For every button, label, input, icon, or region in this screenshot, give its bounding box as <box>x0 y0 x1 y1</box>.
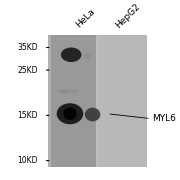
Text: HeLa: HeLa <box>74 7 97 30</box>
Ellipse shape <box>63 107 77 120</box>
Text: 10KD: 10KD <box>17 156 38 165</box>
Text: 15KD: 15KD <box>17 111 38 120</box>
Bar <box>51 35 96 167</box>
Ellipse shape <box>59 89 71 93</box>
Ellipse shape <box>84 54 91 59</box>
Bar <box>48 35 147 167</box>
Ellipse shape <box>57 103 83 124</box>
Ellipse shape <box>61 48 81 62</box>
Ellipse shape <box>71 90 78 93</box>
Text: MYL6: MYL6 <box>153 114 176 123</box>
Text: 25KD: 25KD <box>17 66 38 75</box>
Bar <box>96 35 147 167</box>
Ellipse shape <box>85 108 100 122</box>
Text: 35KD: 35KD <box>17 43 38 52</box>
Text: HepG2: HepG2 <box>114 2 142 30</box>
